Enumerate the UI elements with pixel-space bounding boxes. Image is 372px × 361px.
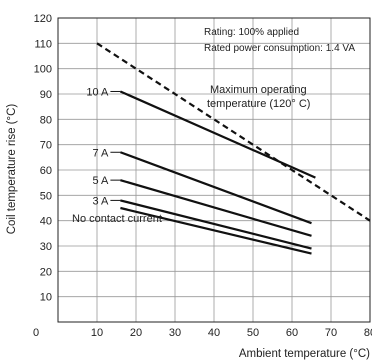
series-label: No contact current — [72, 213, 162, 225]
y-tick-label: 70 — [40, 140, 52, 152]
x-tick-label: 40 — [208, 327, 220, 339]
y-axis-title: Coil temperature rise (°C) — [6, 104, 18, 235]
x-tick-label: 50 — [247, 327, 259, 339]
series-line-10-a — [119, 90, 316, 179]
origin-tick-label: 0 — [33, 327, 39, 339]
limit-line — [96, 42, 371, 222]
x-tick-label: 70 — [325, 327, 337, 339]
plot-frame — [57, 17, 371, 323]
series-label: 5 A — [92, 175, 109, 187]
y-tick-label: 50 — [40, 190, 52, 202]
y-tick-label: 100 — [34, 64, 52, 76]
y-tick-label: 20 — [40, 266, 52, 278]
y-tick-label: 40 — [40, 216, 52, 228]
x-tick-label: 10 — [91, 327, 103, 339]
series-line-5-a — [120, 179, 312, 237]
series-label: 10 A — [86, 86, 109, 98]
series-label: 3 A — [92, 195, 109, 207]
grid — [58, 17, 371, 322]
x-tick-label: 80 — [364, 327, 372, 339]
y-tick-label: 60 — [40, 165, 52, 177]
series-line-no-contact-current — [120, 206, 312, 255]
y-tick-label: 30 — [40, 241, 52, 253]
x-axis-title: Ambient temperature (°C) — [239, 348, 370, 360]
series-lines — [96, 42, 371, 255]
y-tick-label: 110 — [34, 38, 52, 50]
series-labels: 10 A 7 A 5 A 3 A No contact current — [72, 86, 162, 225]
x-tick-label: 30 — [169, 327, 181, 339]
ticks: 10 20 30 40 50 60 70 80 10 20 30 40 50 60 70 80 90 100 110… — [33, 13, 372, 339]
series-line-7-a — [120, 151, 312, 225]
x-tick-label: 60 — [286, 327, 298, 339]
y-tick-label: 10 — [40, 292, 52, 304]
limit-line-label-line-2: temperature (120° C) — [207, 98, 310, 110]
rating-note: Rating: 100% applied — [204, 27, 299, 38]
power-consumption-note: Rated power consumption: 1.4 VA — [204, 43, 355, 54]
series-label: 7 A — [92, 147, 109, 159]
y-tick-label: 90 — [40, 89, 52, 101]
series-line-3-a — [120, 199, 312, 250]
y-tick-label: 120 — [34, 13, 52, 25]
x-tick-label: 20 — [130, 327, 142, 339]
limit-line-label-line-1: Maximum operating — [210, 84, 307, 96]
y-tick-label: 80 — [40, 114, 52, 126]
